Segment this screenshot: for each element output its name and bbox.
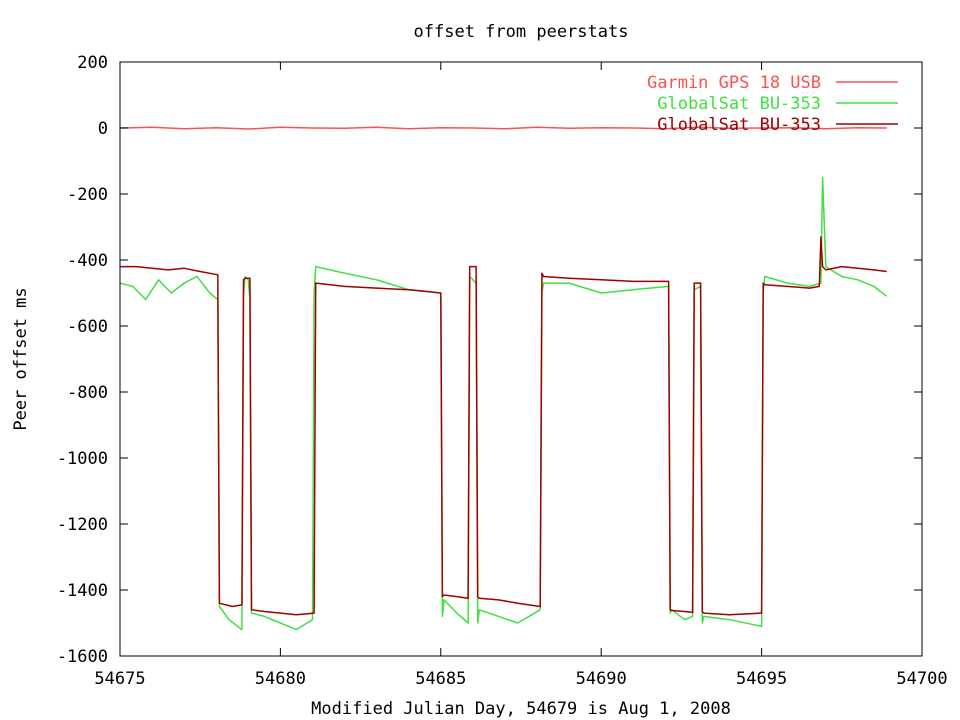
x-tick-label-4: 54695 [736, 669, 787, 689]
x-tick-label-1: 54680 [255, 669, 306, 689]
y-tick-label-5: -800 [67, 383, 108, 403]
x-tick-label-5: 54700 [896, 669, 947, 689]
chart-title: offset from peerstats [414, 22, 629, 42]
series-line-2 [120, 236, 887, 616]
x-axis: 54675 54680 54685 54690 54695 54700 [94, 62, 948, 689]
y-tick-label-9: -1600 [57, 647, 108, 667]
y-tick-label-8: -1400 [57, 581, 108, 601]
legend-label-1: GlobalSat BU-353 [657, 94, 821, 114]
legend-label-2: GlobalSat BU-353 [657, 115, 821, 135]
y-axis: 200 0 -200 -400 -600 -800 -1000 -1200 -1400 -1600 [57, 53, 922, 667]
x-tick-label-2: 54685 [415, 669, 466, 689]
y-tick-label-6: -1000 [57, 449, 108, 469]
series-line-0 [119, 126, 887, 130]
y-tick-label-4: -600 [67, 317, 108, 337]
y-tick-label-3: -400 [67, 251, 108, 271]
x-tick-label-3: 54690 [576, 669, 627, 689]
plot-frame [119, 61, 923, 657]
legend-label-0: Garmin GPS 18 USB [647, 73, 821, 93]
plot-lines [119, 126, 888, 631]
y-tick-label-1: 0 [98, 119, 108, 139]
y-axis-label: Peer offset ms [11, 287, 31, 430]
y-tick-label-2: -200 [67, 185, 108, 205]
x-axis-label: Modified Julian Day, 54679 is Aug 1, 200… [311, 699, 731, 719]
x-tick-label-0: 54675 [94, 669, 145, 689]
y-tick-label-0: 200 [77, 53, 108, 73]
y-tick-label-7: -1200 [57, 515, 108, 535]
